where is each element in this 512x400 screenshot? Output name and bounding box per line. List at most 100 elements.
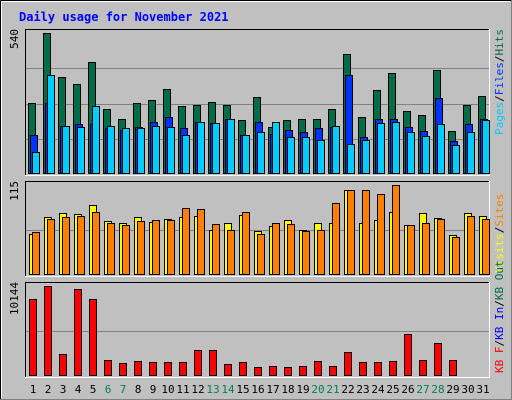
bar-kb-f-day-29 [449,360,457,376]
bar-pages-day-5 [92,106,100,174]
bar-kb-f-day-13 [209,350,217,376]
x-tick-day-30: 30 [461,383,474,396]
bar-kb-f-day-21 [329,366,337,376]
legend-entry: / [493,56,506,63]
x-tick-day-14: 14 [221,383,235,396]
bar-kb-f-day-7 [119,363,127,376]
bar-sites-day-19 [302,231,310,275]
bar-sites-day-3 [62,217,70,275]
x-tick-day-17: 17 [266,383,279,396]
bar-pages-day-2 [47,75,55,174]
x-tick-day-2: 2 [45,383,52,396]
legend-entry: KB F [493,347,506,374]
bar-sites-day-4 [77,216,85,275]
bar-kb-f-day-15 [239,362,247,376]
legend-entry: / [493,227,506,234]
bar-sites-day-10 [167,220,175,275]
legend-pages-files-hits: Pages/Files/Hits [493,29,506,135]
x-tick-day-4: 4 [75,383,82,396]
bar-sites-day-24 [377,194,385,275]
bar-sites-day-31 [482,219,490,275]
bar-sites-day-8 [137,221,145,275]
bar-sites-day-16 [257,234,265,275]
bar-kb-f-day-6 [104,360,112,376]
y-max-label-hits: 540 [8,29,21,49]
bar-pages-day-29 [452,145,460,174]
bar-sites-day-2 [47,219,55,275]
bar-sites-day-7 [122,225,130,275]
bar-sites-day-29 [452,237,460,275]
x-tick-day-6: 6 [105,383,112,396]
bar-kb-f-day-3 [59,354,67,376]
x-tick-day-11: 11 [176,383,189,396]
bar-sites-day-14 [227,230,235,275]
bar-pages-day-28 [437,124,445,174]
bar-pages-day-20 [317,140,325,174]
bar-sites-day-28 [437,219,445,275]
bar-kb-f-day-26 [404,334,412,376]
bar-sites-day-13 [212,224,220,275]
x-tick-day-12: 12 [191,383,204,396]
bar-pages-day-21 [332,126,340,174]
bar-sites-day-21 [332,203,340,275]
y-max-label-kbytes: 10144 [8,282,21,315]
bar-sites-day-12 [197,209,205,275]
legend-entry: KB In [493,307,506,340]
bar-pages-day-13 [212,123,220,174]
bar-kb-f-day-14 [224,364,232,376]
legend-entry: Hits [493,29,506,56]
bar-kb-f-day-28 [434,343,442,376]
legend-entry: / [493,340,506,347]
bar-pages-day-14 [227,119,235,174]
bar-kb-f-day-19 [299,366,307,376]
legend-kbytes: KB F/KB In/KB Out [493,260,506,373]
bar-kb-f-day-17 [269,366,277,376]
x-tick-day-19: 19 [296,383,309,396]
legend-entry: Sites [493,194,506,227]
bar-pages-day-18 [287,137,295,174]
bar-kb-f-day-22 [344,352,352,376]
bar-pages-day-23 [362,140,370,174]
bar-sites-day-6 [107,223,115,275]
bar-sites-day-23 [362,190,370,275]
bar-kb-f-day-1 [29,299,37,376]
bar-kb-f-day-12 [194,350,202,376]
bar-pages-day-10 [167,127,175,174]
bar-kb-f-day-27 [419,360,427,376]
bar-kb-f-day-24 [374,362,382,376]
x-tick-day-29: 29 [446,383,459,396]
bar-sites-day-22 [347,190,355,275]
bar-sites-day-27 [422,223,430,275]
bar-sites-day-9 [152,220,160,275]
bar-pages-day-24 [377,123,385,174]
bar-sites-day-18 [287,224,295,275]
bar-sites-day-20 [317,230,325,275]
bar-pages-day-3 [62,126,70,174]
bar-sites-day-30 [467,216,475,275]
x-tick-day-22: 22 [341,383,354,396]
bar-pages-day-27 [422,136,430,174]
x-tick-day-25: 25 [386,383,399,396]
bar-kb-f-day-9 [149,362,157,376]
x-tick-day-10: 10 [161,383,174,396]
x-tick-day-16: 16 [251,383,264,396]
bar-kb-f-day-5 [89,299,97,376]
bar-sites-day-17 [272,223,280,275]
x-tick-day-8: 8 [135,383,142,396]
x-tick-day-28: 28 [431,383,444,396]
legend-entry: Files [493,62,506,95]
bar-sites-day-26 [407,225,415,275]
bar-pages-day-4 [77,127,85,174]
bar-sites-day-1 [32,232,40,275]
bar-pages-day-15 [242,135,250,174]
x-tick-day-21: 21 [326,383,339,396]
bar-pages-day-25 [392,122,400,174]
bar-pages-day-30 [467,132,475,174]
legend-entry: Pages [493,102,506,135]
x-tick-day-7: 7 [120,383,127,396]
bar-sites-day-11 [182,208,190,275]
x-tick-day-27: 27 [416,383,429,396]
x-tick-day-9: 9 [150,383,157,396]
x-tick-day-13: 13 [206,383,219,396]
